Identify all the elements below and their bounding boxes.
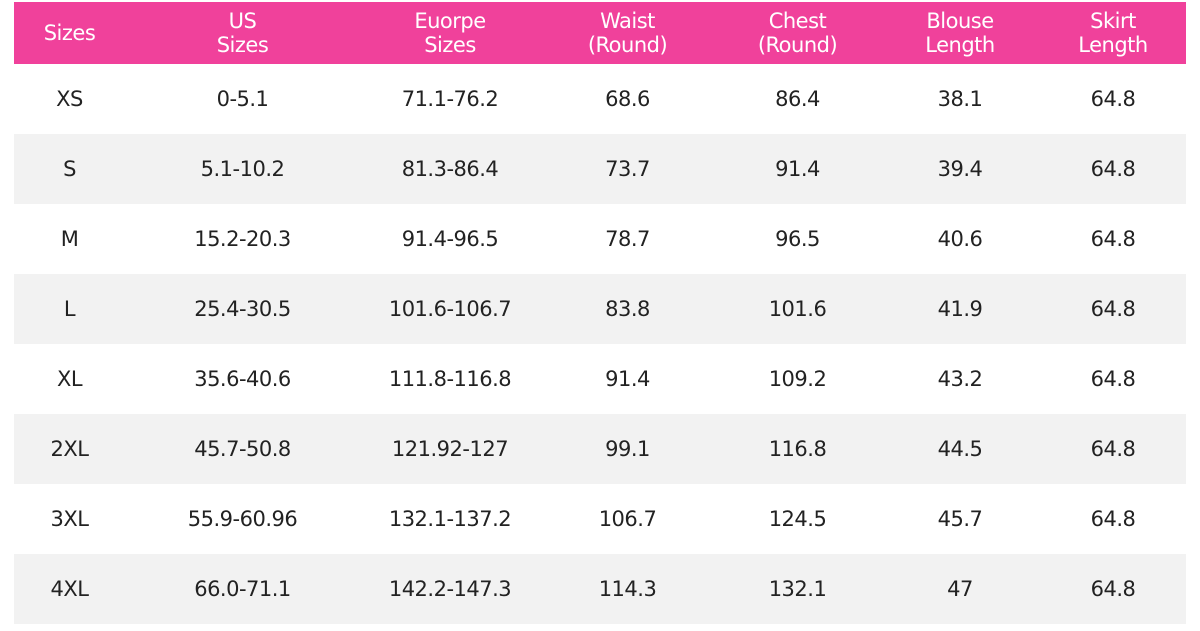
table-cell: 64.8 bbox=[1090, 87, 1136, 111]
table-cell: 132.1 bbox=[715, 554, 880, 624]
table-cell: M bbox=[60, 227, 79, 251]
table-cell: 64.8 bbox=[1040, 274, 1186, 344]
table-cell: 43.2 bbox=[937, 367, 983, 391]
table-row: 4XL 66.0-71.1 142.2-147.3 114.3 132.1 47 64.8 bbox=[14, 554, 1186, 624]
table-cell: 5.1-10.2 bbox=[125, 134, 360, 204]
table-cell: 2XL bbox=[14, 414, 125, 484]
table-cell: 101.6 bbox=[715, 274, 880, 344]
table-cell: 91.4 bbox=[715, 134, 880, 204]
table-cell: 142.2-147.3 bbox=[360, 554, 540, 624]
table-cell: 64.8 bbox=[1040, 554, 1186, 624]
table-row: S 5.1-10.2 81.3-86.4 73.7 91.4 39.4 64.8 bbox=[14, 134, 1186, 204]
header-cell: Sizes bbox=[14, 2, 125, 64]
table-cell: 64.8 bbox=[1040, 134, 1186, 204]
header-cell: Chest (Round) bbox=[715, 2, 880, 64]
table-row: 3XL 55.9-60.96 132.1-137.2 106.7 124.5 45.7 64… bbox=[14, 484, 1186, 554]
table-cell: 96.5 bbox=[775, 227, 820, 251]
table-cell: 0-5.1 bbox=[216, 87, 269, 111]
table-cell: 38.1 bbox=[937, 87, 983, 111]
table-cell: 114.3 bbox=[540, 554, 715, 624]
table-cell: 64.8 bbox=[1040, 414, 1186, 484]
table-cell: 64.8 bbox=[1090, 227, 1136, 251]
table-cell: 3XL bbox=[50, 507, 89, 531]
table-header: Sizes US Sizes Euorpe Sizes Waist (Round) Ch… bbox=[14, 2, 1186, 64]
size-table: Sizes US Sizes Euorpe Sizes Waist (Round) Ch… bbox=[14, 2, 1186, 624]
table-cell: 45.7-50.8 bbox=[125, 414, 360, 484]
table-cell: 109.2 bbox=[768, 367, 827, 391]
table-cell: 55.9-60.96 bbox=[187, 507, 298, 531]
table-cell: 81.3-86.4 bbox=[360, 134, 540, 204]
table-cell: 121.92-127 bbox=[360, 414, 540, 484]
table-cell: 78.7 bbox=[605, 227, 650, 251]
table-cell: 39.4 bbox=[880, 134, 1040, 204]
table-cell: 47 bbox=[880, 554, 1040, 624]
table-cell: XL bbox=[56, 367, 83, 391]
table-row: XL 35.6-40.6 111.8-116.8 91.4 109.2 43.2 64.8 bbox=[14, 344, 1186, 414]
table-cell: XS bbox=[56, 87, 83, 111]
header-cell: Waist (Round) bbox=[540, 2, 715, 64]
table-cell: 25.4-30.5 bbox=[125, 274, 360, 344]
table-cell: 35.6-40.6 bbox=[194, 367, 291, 391]
table-cell: 106.7 bbox=[598, 507, 657, 531]
table-cell: 99.1 bbox=[540, 414, 715, 484]
header-cell: US Sizes bbox=[125, 2, 360, 64]
table-cell: 91.4-96.5 bbox=[401, 227, 499, 251]
table-cell: 116.8 bbox=[715, 414, 880, 484]
table-cell: 132.1-137.2 bbox=[388, 507, 512, 531]
table-cell: 111.8-116.8 bbox=[388, 367, 512, 391]
table-cell: 45.7 bbox=[937, 507, 983, 531]
table-cell: 66.0-71.1 bbox=[125, 554, 360, 624]
header-cell: Skirt Length bbox=[1040, 2, 1186, 64]
table-cell: 44.5 bbox=[880, 414, 1040, 484]
table-body: XS 0-5.1 71.1-76.2 68.6 86.4 38.1 64.8 S 5.1-10.… bbox=[14, 64, 1186, 624]
table-cell: 71.1-76.2 bbox=[401, 87, 499, 111]
table-cell: 68.6 bbox=[605, 87, 650, 111]
table-cell: 64.8 bbox=[1090, 367, 1136, 391]
table-cell: 41.9 bbox=[880, 274, 1040, 344]
table-cell: 4XL bbox=[14, 554, 125, 624]
table-row: M 15.2-20.3 91.4-96.5 78.7 96.5 40.6 64.8 bbox=[14, 204, 1186, 274]
table-row: XS 0-5.1 71.1-76.2 68.6 86.4 38.1 64.8 bbox=[14, 64, 1186, 134]
table-cell: 91.4 bbox=[605, 367, 650, 391]
table-row: L 25.4-30.5 101.6-106.7 83.8 101.6 41.9 64.8 bbox=[14, 274, 1186, 344]
header-cell: Euorpe Sizes bbox=[360, 2, 540, 64]
table-cell: L bbox=[14, 274, 125, 344]
size-chart: Sizes US Sizes Euorpe Sizes Waist (Round) Ch… bbox=[14, 2, 1186, 624]
table-cell: S bbox=[14, 134, 125, 204]
header-cell: Blouse Length bbox=[880, 2, 1040, 64]
table-cell: 124.5 bbox=[768, 507, 827, 531]
table-cell: 83.8 bbox=[540, 274, 715, 344]
table-row: 2XL 45.7-50.8 121.92-127 99.1 116.8 44.5 64.8 bbox=[14, 414, 1186, 484]
table-cell: 40.6 bbox=[937, 227, 983, 251]
table-cell: 15.2-20.3 bbox=[194, 227, 291, 251]
header-row: Sizes US Sizes Euorpe Sizes Waist (Round) Ch… bbox=[14, 2, 1186, 64]
table-cell: 86.4 bbox=[775, 87, 820, 111]
table-cell: 73.7 bbox=[540, 134, 715, 204]
table-cell: 101.6-106.7 bbox=[360, 274, 540, 344]
table-cell: 64.8 bbox=[1090, 507, 1136, 531]
